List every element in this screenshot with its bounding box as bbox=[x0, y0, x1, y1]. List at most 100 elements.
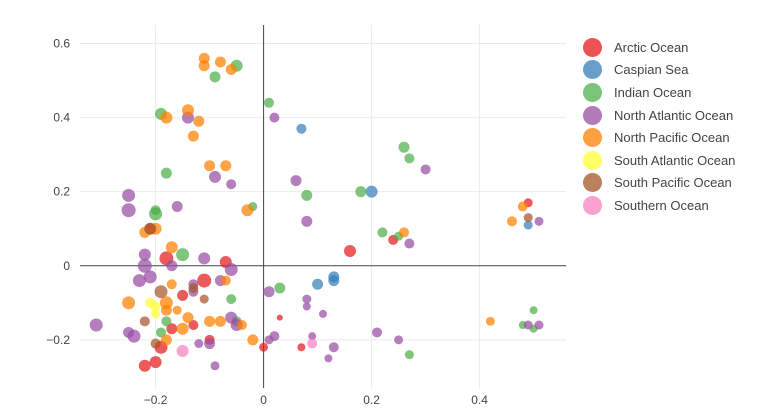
point-indian-ocean[interactable] bbox=[355, 186, 367, 198]
point-north-atlantic-ocean[interactable] bbox=[302, 294, 312, 304]
legend-item-north-pacific-ocean[interactable]: North Pacific Ocean bbox=[583, 126, 735, 149]
point-north-atlantic-ocean[interactable] bbox=[328, 342, 339, 353]
point-north-atlantic-ocean[interactable] bbox=[290, 175, 302, 187]
point-north-atlantic-ocean[interactable] bbox=[523, 320, 533, 330]
point-north-pacific-ocean[interactable] bbox=[214, 315, 226, 327]
point-arctic-ocean[interactable] bbox=[138, 359, 151, 372]
point-north-atlantic-ocean[interactable] bbox=[210, 361, 220, 371]
point-caspian-sea[interactable] bbox=[523, 220, 533, 230]
point-north-atlantic-ocean[interactable] bbox=[209, 170, 221, 183]
point-north-atlantic-ocean[interactable] bbox=[121, 203, 136, 218]
point-indian-ocean[interactable] bbox=[160, 167, 172, 179]
point-caspian-sea[interactable] bbox=[328, 275, 340, 287]
point-north-pacific-ocean[interactable] bbox=[193, 115, 205, 127]
point-north-atlantic-ocean[interactable] bbox=[308, 332, 317, 341]
point-north-atlantic-ocean[interactable] bbox=[269, 112, 280, 123]
point-north-pacific-ocean[interactable] bbox=[220, 275, 231, 286]
point-arctic-ocean[interactable] bbox=[177, 289, 189, 301]
point-south-pacific-ocean[interactable] bbox=[523, 213, 533, 223]
point-arctic-ocean[interactable] bbox=[344, 244, 356, 257]
point-south-pacific-ocean[interactable] bbox=[188, 282, 199, 293]
point-north-pacific-ocean[interactable] bbox=[241, 204, 254, 217]
point-southern-ocean[interactable] bbox=[176, 344, 189, 357]
point-north-atlantic-ocean[interactable] bbox=[301, 215, 313, 227]
point-arctic-ocean[interactable] bbox=[166, 323, 178, 335]
point-indian-ocean[interactable] bbox=[156, 327, 166, 338]
point-north-pacific-ocean[interactable] bbox=[165, 241, 178, 254]
point-north-atlantic-ocean[interactable] bbox=[137, 258, 152, 273]
point-south-atlantic-ocean[interactable] bbox=[151, 309, 161, 319]
point-north-atlantic-ocean[interactable] bbox=[89, 318, 103, 332]
point-north-pacific-ocean[interactable] bbox=[399, 227, 409, 238]
point-north-pacific-ocean[interactable] bbox=[507, 216, 517, 227]
point-north-pacific-ocean[interactable] bbox=[176, 322, 189, 335]
point-north-pacific-ocean[interactable] bbox=[182, 104, 194, 117]
point-north-atlantic-ocean[interactable] bbox=[404, 238, 415, 249]
point-indian-ocean[interactable] bbox=[404, 153, 415, 164]
point-arctic-ocean[interactable] bbox=[197, 273, 212, 288]
point-north-atlantic-ocean[interactable] bbox=[226, 179, 237, 190]
point-north-pacific-ocean[interactable] bbox=[160, 111, 173, 124]
point-north-atlantic-ocean[interactable] bbox=[194, 339, 204, 349]
point-north-atlantic-ocean[interactable] bbox=[171, 201, 183, 212]
point-south-atlantic-ocean[interactable] bbox=[150, 301, 161, 312]
legend-item-south-atlantic-ocean[interactable]: South Atlantic Ocean bbox=[583, 149, 735, 172]
point-north-atlantic-ocean[interactable] bbox=[166, 260, 178, 272]
point-north-pacific-ocean[interactable] bbox=[204, 160, 216, 172]
legend-item-caspian-sea[interactable]: Caspian Sea bbox=[583, 59, 735, 82]
point-north-atlantic-ocean[interactable] bbox=[420, 164, 431, 175]
point-north-atlantic-ocean[interactable] bbox=[143, 270, 157, 284]
point-arctic-ocean[interactable] bbox=[188, 320, 199, 331]
point-south-pacific-ocean[interactable] bbox=[144, 222, 157, 235]
point-north-pacific-ocean[interactable] bbox=[204, 315, 216, 327]
point-arctic-ocean[interactable] bbox=[149, 356, 162, 369]
point-north-pacific-ocean[interactable] bbox=[517, 201, 528, 212]
point-north-pacific-ocean[interactable] bbox=[214, 56, 226, 68]
point-north-atlantic-ocean[interactable] bbox=[372, 327, 382, 338]
point-indian-ocean[interactable] bbox=[149, 207, 163, 221]
point-indian-ocean[interactable] bbox=[404, 350, 414, 360]
point-indian-ocean[interactable] bbox=[398, 141, 410, 153]
point-north-pacific-ocean[interactable] bbox=[166, 279, 177, 290]
point-indian-ocean[interactable] bbox=[209, 71, 221, 83]
point-north-atlantic-ocean[interactable] bbox=[122, 188, 136, 202]
point-north-atlantic-ocean[interactable] bbox=[264, 335, 274, 345]
point-indian-ocean[interactable] bbox=[226, 294, 237, 305]
point-indian-ocean[interactable] bbox=[377, 227, 388, 238]
point-indian-ocean[interactable] bbox=[161, 316, 172, 327]
legend-item-arctic-ocean[interactable]: Arctic Ocean bbox=[583, 36, 735, 59]
point-indian-ocean[interactable] bbox=[176, 248, 190, 262]
point-north-atlantic-ocean[interactable] bbox=[138, 248, 151, 261]
point-south-pacific-ocean[interactable] bbox=[139, 316, 150, 327]
point-north-atlantic-ocean[interactable] bbox=[534, 216, 544, 226]
point-arctic-ocean[interactable] bbox=[276, 314, 283, 321]
point-north-atlantic-ocean[interactable] bbox=[534, 320, 544, 330]
point-north-pacific-ocean[interactable] bbox=[485, 316, 495, 326]
point-north-pacific-ocean[interactable] bbox=[220, 160, 232, 172]
point-north-pacific-ocean[interactable] bbox=[122, 296, 136, 310]
point-indian-ocean[interactable] bbox=[274, 282, 286, 294]
point-north-atlantic-ocean[interactable] bbox=[204, 338, 216, 350]
point-north-pacific-ocean[interactable] bbox=[172, 305, 182, 315]
point-north-pacific-ocean[interactable] bbox=[237, 320, 247, 331]
point-caspian-sea[interactable] bbox=[312, 278, 324, 290]
point-caspian-sea[interactable] bbox=[365, 185, 378, 198]
point-indian-ocean[interactable] bbox=[301, 189, 313, 201]
point-north-pacific-ocean[interactable] bbox=[182, 312, 194, 324]
point-north-atlantic-ocean[interactable] bbox=[198, 252, 211, 265]
legend-item-indian-ocean[interactable]: Indian Ocean bbox=[583, 81, 735, 104]
point-south-pacific-ocean[interactable] bbox=[154, 285, 168, 299]
point-indian-ocean[interactable] bbox=[529, 306, 538, 315]
point-north-atlantic-ocean[interactable] bbox=[263, 286, 275, 298]
legend-item-southern-ocean[interactable]: Southern Ocean bbox=[583, 194, 735, 217]
point-arctic-ocean[interactable] bbox=[259, 342, 269, 352]
point-north-pacific-ocean[interactable] bbox=[247, 334, 259, 346]
point-south-pacific-ocean[interactable] bbox=[199, 294, 209, 304]
point-north-pacific-ocean[interactable] bbox=[160, 334, 172, 346]
point-caspian-sea[interactable] bbox=[296, 123, 307, 134]
point-north-atlantic-ocean[interactable] bbox=[319, 309, 327, 318]
point-north-pacific-ocean[interactable] bbox=[187, 130, 199, 142]
point-north-atlantic-ocean[interactable] bbox=[394, 335, 404, 345]
point-north-atlantic-ocean[interactable] bbox=[224, 262, 238, 276]
point-north-pacific-ocean[interactable] bbox=[198, 60, 210, 72]
